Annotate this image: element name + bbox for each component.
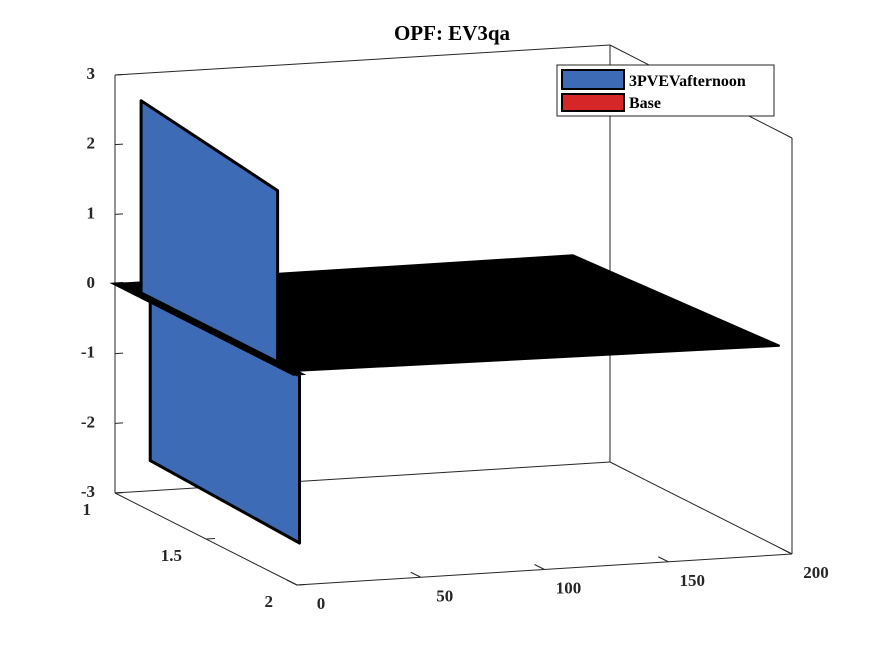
legend-label-series-1: 3PVEVafternoon bbox=[629, 73, 746, 90]
x-tick-4 bbox=[781, 548, 793, 555]
z-tick-4 bbox=[114, 352, 124, 355]
z-tick-label-1: 2 bbox=[87, 134, 96, 153]
z-tick-5 bbox=[114, 422, 124, 424]
legend-label-series-2: Base bbox=[629, 95, 661, 112]
x-tick-label-3: 150 bbox=[680, 571, 706, 590]
y-tick-2 bbox=[296, 584, 307, 586]
z-tick-label-5: -2 bbox=[81, 412, 95, 431]
x-tick-2 bbox=[534, 564, 545, 570]
legend: 3PVEVafternoon Base bbox=[556, 64, 775, 117]
x-tick-1 bbox=[410, 571, 421, 578]
z-tick-0 bbox=[114, 74, 124, 76]
z-tick-2 bbox=[114, 213, 124, 215]
x-tick-label-0: 0 bbox=[317, 594, 326, 613]
z-tick-label-6: -3 bbox=[81, 482, 95, 501]
x-tick-3 bbox=[658, 556, 669, 563]
z-tick-label-3: 0 bbox=[87, 273, 96, 292]
x-tick-label-1: 50 bbox=[436, 586, 453, 605]
y-tick-label-0: 1 bbox=[83, 500, 92, 519]
z-tick-label-2: 1 bbox=[87, 203, 96, 222]
legend-swatch-series-1 bbox=[561, 69, 625, 90]
x-tick-label-2: 100 bbox=[556, 579, 582, 598]
z-tick-1 bbox=[114, 143, 124, 146]
legend-swatch-series-2 bbox=[561, 93, 625, 112]
z-tick-label-4: -1 bbox=[81, 343, 95, 362]
chart-title: OPF: EV3qa bbox=[394, 21, 511, 45]
tick-labels: 3 2 1 0 -1 -2 -3 0 50 100 150 200 1 1.5 2 bbox=[81, 64, 829, 613]
z-tick-label-0: 3 bbox=[87, 64, 96, 83]
x-tick-label-4: 200 bbox=[803, 563, 829, 582]
baseline-front-strip bbox=[109, 281, 307, 376]
x-tick-0 bbox=[286, 579, 298, 586]
y-tick-0 bbox=[114, 492, 125, 494]
y-tick-1 bbox=[205, 538, 216, 540]
data-marks bbox=[109, 99, 781, 545]
y-tick-label-1: 1.5 bbox=[161, 546, 182, 565]
y-tick-label-2: 2 bbox=[265, 592, 274, 611]
